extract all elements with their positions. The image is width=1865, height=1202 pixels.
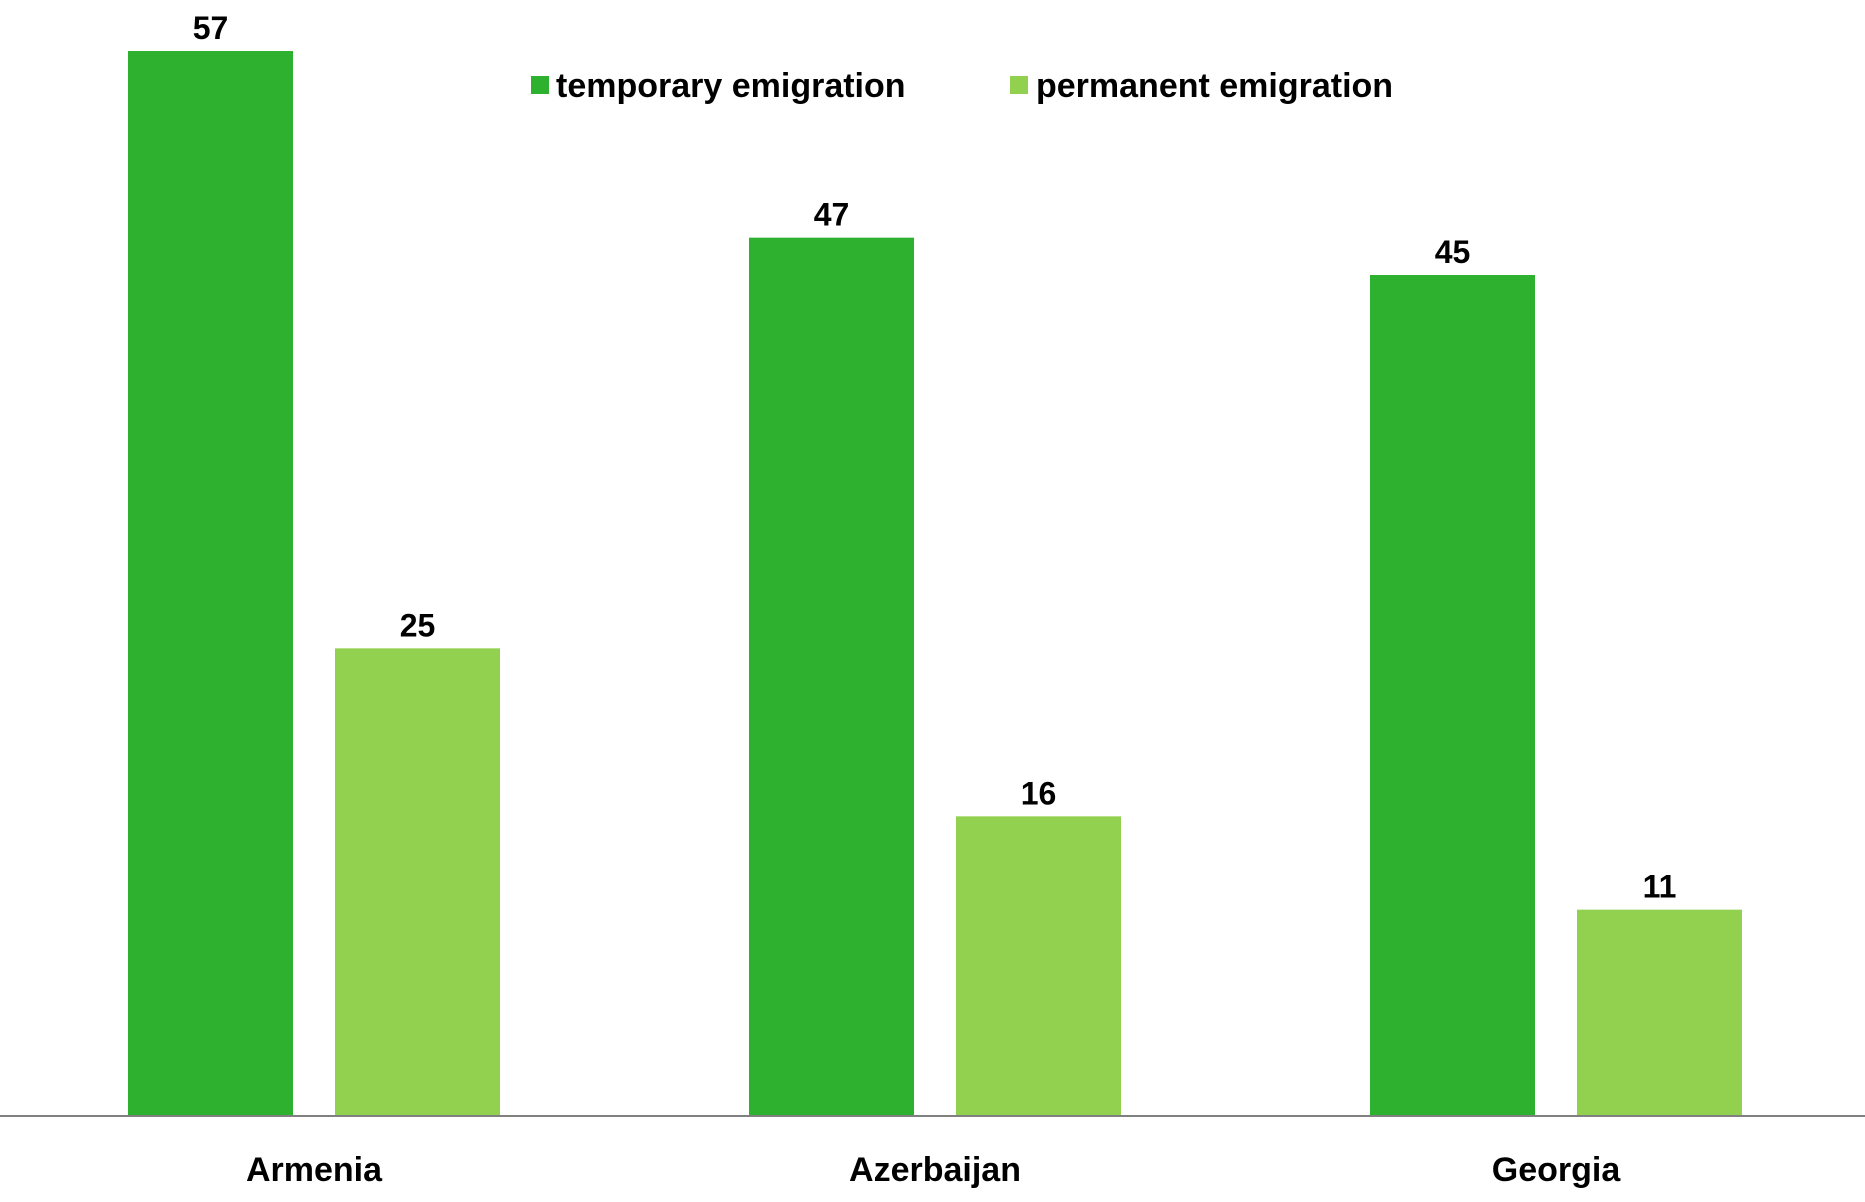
bar-permanent-emigration-armenia — [335, 648, 500, 1115]
legend-item-temporary-emigration: temporary emigration — [531, 67, 906, 105]
data-label-temporary-emigration-armenia: 57 — [193, 10, 229, 46]
data-label-permanent-emigration-georgia: 11 — [1643, 869, 1677, 905]
bar-temporary-emigration-georgia — [1370, 275, 1535, 1115]
x-tick-label-georgia: Georgia — [1492, 1151, 1622, 1189]
bar-temporary-emigration-azerbaijan — [749, 237, 914, 1115]
data-label-permanent-emigration-azerbaijan: 16 — [1021, 775, 1057, 811]
legend-swatch-temporary-emigration — [531, 76, 549, 94]
legend-item-permanent-emigration: permanent emigration — [1010, 67, 1393, 105]
legend-swatch-permanent-emigration — [1010, 76, 1028, 94]
legend: temporary emigration permanent emigration — [531, 67, 1393, 105]
bars-group — [128, 51, 1742, 1115]
data-label-temporary-emigration-georgia: 45 — [1435, 234, 1471, 270]
data-label-permanent-emigration-armenia: 25 — [400, 607, 436, 643]
data-labels-group: 57 47 45 25 16 11 — [193, 10, 1677, 905]
x-tick-label-azerbaijan: Azerbaijan — [849, 1151, 1021, 1189]
x-tick-label-armenia: Armenia — [246, 1151, 383, 1189]
legend-label-permanent-emigration: permanent emigration — [1036, 67, 1393, 105]
legend-label-temporary-emigration: temporary emigration — [556, 67, 906, 105]
bar-permanent-emigration-georgia — [1577, 909, 1742, 1115]
bar-permanent-emigration-azerbaijan — [956, 816, 1121, 1115]
data-label-temporary-emigration-azerbaijan: 47 — [814, 197, 850, 233]
bar-temporary-emigration-armenia — [128, 51, 293, 1115]
x-tick-labels-group: Armenia Azerbaijan Georgia — [246, 1151, 1621, 1189]
